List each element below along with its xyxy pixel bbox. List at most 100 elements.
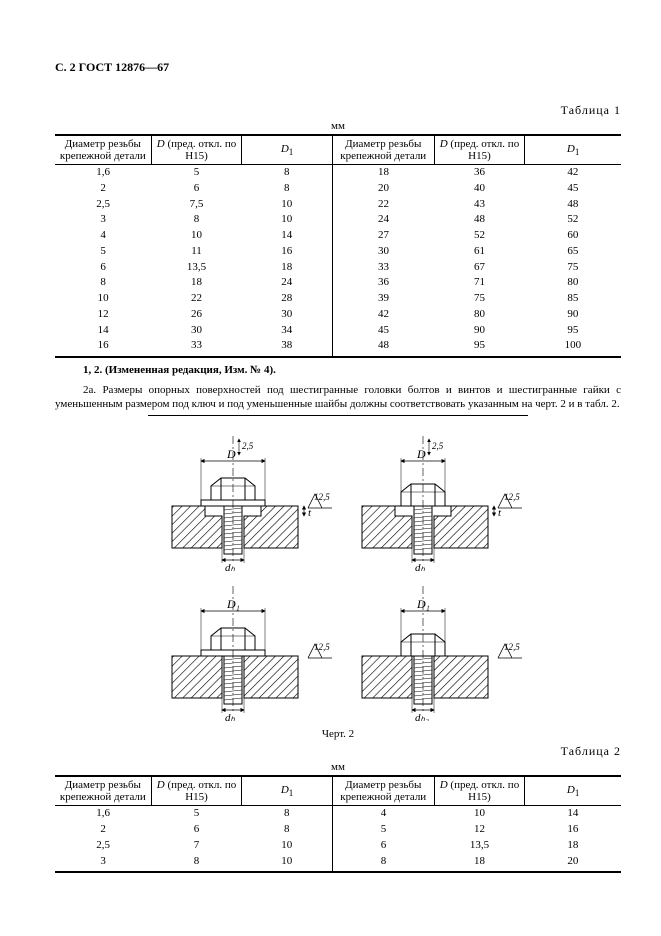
svg-text:t: t: [308, 507, 312, 519]
table-cell: 30: [332, 244, 434, 260]
table-row: 122630428090: [55, 307, 621, 323]
table-cell: 6: [151, 181, 242, 197]
svg-text:2,5: 2,5: [242, 441, 254, 451]
table-cell: 4: [55, 228, 151, 244]
table-cell: 22: [332, 197, 434, 213]
t2-col0: Диаметр резьбы крепежной детали: [55, 776, 151, 806]
svg-text:t: t: [498, 507, 502, 519]
table2-caption: Таблица 2: [55, 744, 621, 759]
figure-2: Dt2,512,5dₕ Dt2,512,5dₕ D₁12,5dₕ D₁12,5d…: [148, 415, 528, 726]
table-cell: 10: [55, 291, 151, 307]
table-cell: 14: [525, 806, 621, 822]
table-cell: 90: [434, 323, 525, 339]
table-row: 1,658183642: [55, 165, 621, 181]
table-cell: 100: [525, 338, 621, 357]
table-cell: 2,5: [55, 197, 151, 213]
fig-panel-br: D₁ 12,5 dₕ₂: [338, 571, 528, 721]
table-cell: 11: [151, 244, 242, 260]
table-cell: 26: [151, 307, 242, 323]
fig-panel-tl: Dt2,512,5dₕ: [148, 421, 338, 571]
table-cell: 33: [332, 260, 434, 276]
table-cell: 40: [434, 181, 525, 197]
svg-text:12,5: 12,5: [504, 642, 520, 652]
table-cell: 45: [525, 181, 621, 197]
table-row: 381081820: [55, 854, 621, 873]
table2-unit: мм: [55, 761, 621, 773]
table-cell: 18: [525, 838, 621, 854]
table-cell: 10: [242, 838, 333, 854]
table-cell: 10: [151, 228, 242, 244]
table-cell: 65: [525, 244, 621, 260]
table1-unit: мм: [55, 120, 621, 132]
svg-text:D: D: [226, 447, 236, 461]
table-1: Диаметр резьбы крепежной детали D (пред.…: [55, 134, 621, 358]
table-cell: 42: [525, 165, 621, 181]
table-row: 51116306165: [55, 244, 621, 260]
table-cell: 14: [242, 228, 333, 244]
table-cell: 27: [332, 228, 434, 244]
table-cell: 24: [332, 212, 434, 228]
table-row: 81824367180: [55, 275, 621, 291]
table-cell: 16: [242, 244, 333, 260]
t1-col3: Диаметр резьбы крепежной детали: [332, 135, 434, 165]
table-cell: 75: [434, 291, 525, 307]
table-row: 613,518336775: [55, 260, 621, 276]
table-cell: 28: [242, 291, 333, 307]
table-cell: 30: [151, 323, 242, 339]
table-cell: 7: [151, 838, 242, 854]
para-1-2: 1, 2. (Измененная редакция, Изм. № 4).: [55, 364, 621, 378]
svg-text:dₕ: dₕ: [415, 562, 426, 571]
table-cell: 36: [434, 165, 525, 181]
table-cell: 1,6: [55, 165, 151, 181]
table-cell: 8: [151, 854, 242, 873]
table-cell: 5: [332, 822, 434, 838]
table-cell: 14: [55, 323, 151, 339]
table-cell: 45: [332, 323, 434, 339]
table-cell: 2: [55, 181, 151, 197]
table-cell: 4: [332, 806, 434, 822]
table-cell: 80: [525, 275, 621, 291]
table-cell: 10: [242, 212, 333, 228]
table-cell: 5: [151, 806, 242, 822]
table-cell: 48: [525, 197, 621, 213]
t1-col2: D1: [242, 135, 333, 165]
page: С. 2 ГОСТ 12876—67 Таблица 1 мм Диаметр …: [0, 0, 661, 936]
table-cell: 24: [242, 275, 333, 291]
table-cell: 8: [242, 165, 333, 181]
t1-col5: D1: [525, 135, 621, 165]
fig-panel-tr: Dt2,512,5dₕ: [338, 421, 528, 571]
table-cell: 1,6: [55, 806, 151, 822]
table-cell: 8: [55, 275, 151, 291]
table-cell: 10: [434, 806, 525, 822]
table-cell: 18: [242, 260, 333, 276]
table-cell: 8: [242, 822, 333, 838]
table-cell: 8: [242, 806, 333, 822]
t1-col4: D (пред. откл. по Н15): [434, 135, 525, 165]
table-cell: 67: [434, 260, 525, 276]
table-cell: 13,5: [434, 838, 525, 854]
table-cell: 3: [55, 212, 151, 228]
table-row: 41014275260: [55, 228, 621, 244]
table-cell: 16: [525, 822, 621, 838]
table-cell: 75: [525, 260, 621, 276]
para-2a: 2а. Размеры опорных поверхностей под шес…: [55, 384, 621, 412]
table-cell: 2,5: [55, 838, 151, 854]
table-cell: 90: [525, 307, 621, 323]
table-cell: 8: [242, 181, 333, 197]
svg-text:D₁: D₁: [226, 597, 240, 611]
fig-panel-bl: D₁12,5dₕ: [148, 571, 338, 721]
table-cell: 2: [55, 822, 151, 838]
table-cell: 6: [55, 260, 151, 276]
table-cell: 52: [525, 212, 621, 228]
table-cell: 18: [434, 854, 525, 873]
table-cell: 6: [151, 822, 242, 838]
table-cell: 8: [151, 212, 242, 228]
svg-text:12,5: 12,5: [314, 642, 330, 652]
table-cell: 5: [55, 244, 151, 260]
table-cell: 16: [55, 338, 151, 357]
svg-text:dₕ₂: dₕ₂: [415, 712, 429, 721]
table-cell: 48: [332, 338, 434, 357]
svg-text:D₁: D₁: [416, 597, 430, 611]
t2-col4: D (пред. откл. по Н15): [434, 776, 525, 806]
t1-col0: Диаметр резьбы крепежной детали: [55, 135, 151, 165]
